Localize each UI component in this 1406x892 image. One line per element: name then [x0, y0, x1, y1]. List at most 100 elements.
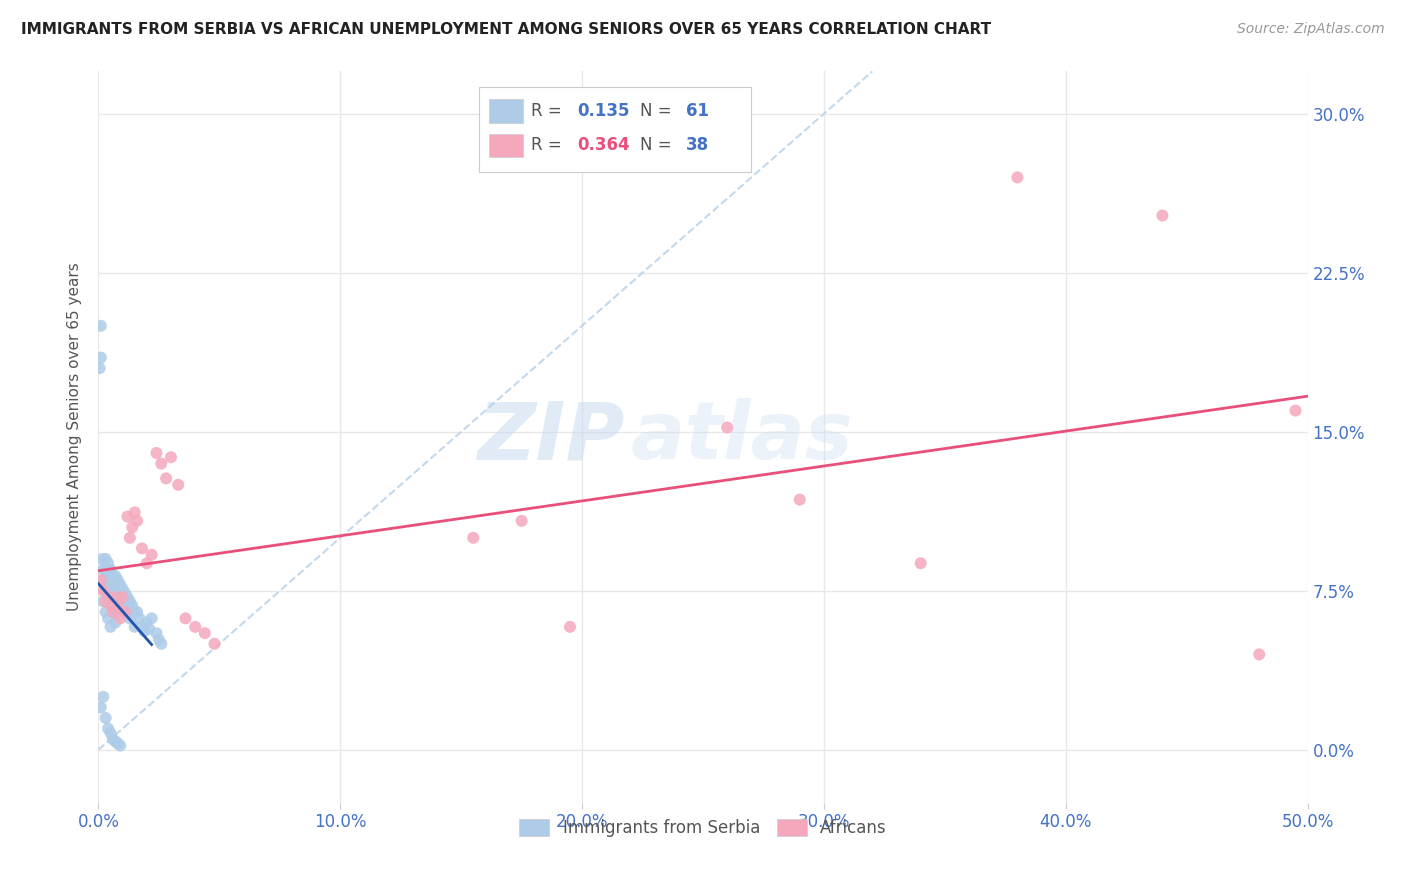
Point: [124, 620, 146, 634]
Point: [101, 605, 124, 619]
Point: [145, 446, 167, 460]
Point: [160, 450, 183, 465]
Point: [107, 605, 129, 619]
Text: 61: 61: [686, 102, 709, 120]
Point: [111, 582, 134, 596]
Point: [104, 615, 127, 630]
Point: [141, 548, 163, 562]
Point: [94, 594, 117, 608]
Point: [155, 471, 177, 485]
Point: [94, 711, 117, 725]
Point: [111, 590, 134, 604]
Point: [118, 611, 141, 625]
Point: [114, 605, 136, 619]
Point: [104, 734, 127, 748]
Point: [121, 599, 143, 613]
Point: [107, 573, 129, 587]
Point: [89, 361, 111, 376]
Point: [104, 569, 127, 583]
Point: [111, 599, 134, 613]
Point: [97, 556, 120, 570]
FancyBboxPatch shape: [489, 99, 523, 122]
Point: [91, 573, 114, 587]
Point: [148, 632, 170, 647]
Y-axis label: Unemployment Among Seniors over 65 years: Unemployment Among Seniors over 65 years: [67, 263, 83, 611]
Text: IMMIGRANTS FROM SERBIA VS AFRICAN UNEMPLOYMENT AMONG SENIORS OVER 65 YEARS CORRE: IMMIGRANTS FROM SERBIA VS AFRICAN UNEMPL…: [21, 22, 991, 37]
Point: [118, 531, 141, 545]
Point: [100, 563, 122, 577]
Legend: Immigrants from Serbia, Africans: Immigrants from Serbia, Africans: [510, 811, 896, 846]
Point: [138, 622, 160, 636]
Point: [100, 577, 122, 591]
Text: N =: N =: [640, 136, 678, 154]
Point: [117, 590, 139, 604]
Point: [91, 690, 114, 704]
Point: [94, 605, 117, 619]
Text: 0.364: 0.364: [578, 136, 630, 154]
Point: [150, 457, 173, 471]
Point: [91, 552, 114, 566]
Point: [463, 531, 485, 545]
Text: atlas: atlas: [630, 398, 853, 476]
Point: [128, 611, 150, 625]
Point: [204, 637, 226, 651]
Point: [1007, 170, 1029, 185]
Point: [107, 588, 129, 602]
Point: [117, 607, 139, 621]
Point: [135, 556, 157, 570]
Point: [1249, 648, 1271, 662]
Point: [100, 726, 122, 740]
Point: [1284, 403, 1306, 417]
Point: [117, 509, 139, 524]
Point: [108, 739, 131, 753]
Point: [124, 605, 146, 619]
Point: [194, 626, 217, 640]
Point: [145, 626, 167, 640]
FancyBboxPatch shape: [489, 134, 523, 157]
Point: [97, 590, 120, 604]
Point: [90, 573, 112, 587]
Text: 0.135: 0.135: [578, 102, 630, 120]
Point: [716, 420, 738, 434]
Point: [1152, 209, 1174, 223]
Point: [558, 620, 581, 634]
Point: [101, 586, 124, 600]
Point: [94, 583, 117, 598]
Point: [131, 541, 153, 556]
Text: R =: R =: [531, 136, 567, 154]
Point: [134, 624, 156, 638]
Point: [510, 514, 533, 528]
Point: [97, 722, 120, 736]
Point: [90, 351, 112, 365]
Point: [124, 505, 146, 519]
Point: [108, 611, 131, 625]
FancyBboxPatch shape: [479, 87, 751, 171]
Text: ZIP: ZIP: [477, 398, 624, 476]
Point: [90, 700, 112, 714]
Point: [184, 620, 207, 634]
Point: [141, 611, 163, 625]
Point: [104, 582, 127, 596]
Point: [100, 599, 122, 613]
Text: 38: 38: [686, 136, 709, 154]
Point: [127, 605, 149, 619]
Point: [97, 573, 120, 587]
Point: [150, 637, 173, 651]
Point: [91, 594, 114, 608]
Point: [104, 590, 127, 604]
Point: [131, 620, 153, 634]
Point: [174, 611, 197, 625]
Point: [97, 611, 120, 625]
Point: [100, 620, 122, 634]
Point: [94, 552, 117, 566]
Point: [167, 477, 190, 491]
Point: [101, 569, 124, 583]
Point: [910, 556, 932, 570]
Point: [97, 590, 120, 604]
Text: Source: ZipAtlas.com: Source: ZipAtlas.com: [1237, 22, 1385, 37]
Point: [114, 603, 136, 617]
Point: [91, 563, 114, 577]
Point: [118, 594, 141, 608]
Point: [94, 563, 117, 577]
Text: R =: R =: [531, 102, 567, 120]
